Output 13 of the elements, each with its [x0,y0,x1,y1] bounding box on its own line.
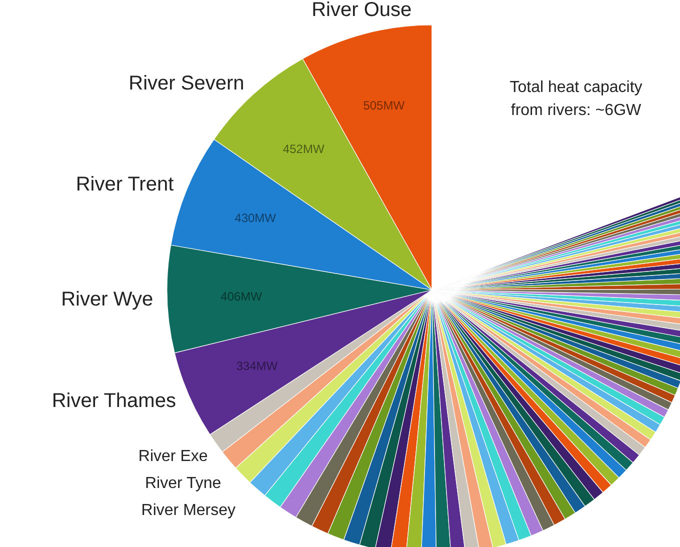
slice-label: River Exe [138,448,208,466]
slice-label: River Ouse [312,0,412,22]
data-label: 334MW [236,358,278,373]
data-label: 430MW [234,210,277,225]
slice-label: River Thames [52,390,176,412]
slice-label: River Mersey [141,502,236,520]
slice-label: River Severn [128,72,244,95]
data-label: 505MW [363,98,406,112]
slice-label: River Trent [76,174,174,196]
data-label: 452MW [282,142,325,156]
slice-label: River Tyne [145,475,222,492]
text: Total heat capacity from rivers: ~6GW [510,79,642,119]
slice-label: River Wye [61,288,154,311]
